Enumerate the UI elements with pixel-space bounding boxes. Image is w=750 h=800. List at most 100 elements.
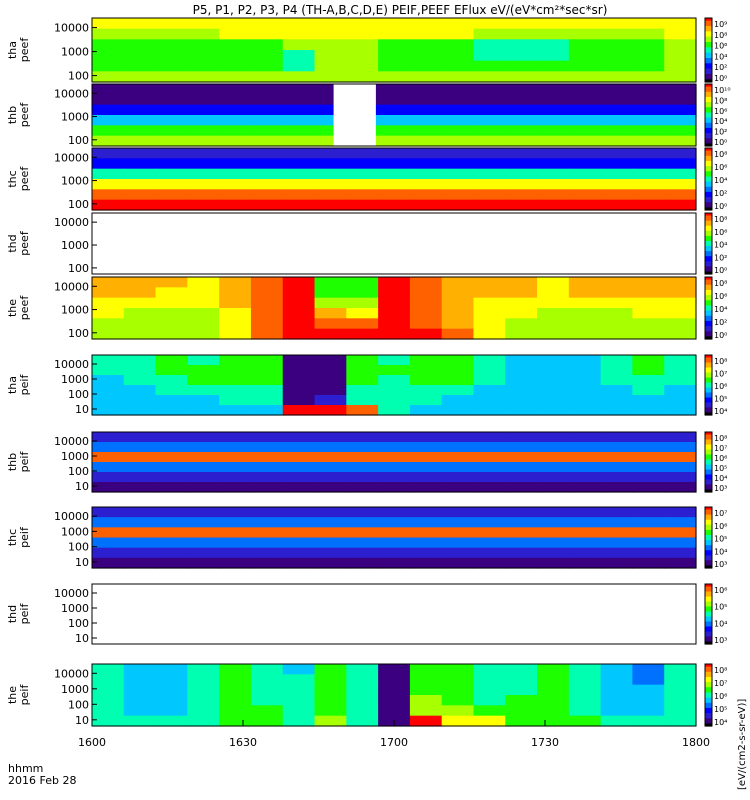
heatmap-cell (346, 695, 379, 706)
heatmap-cell (123, 537, 157, 549)
colorbar-segment (705, 76, 712, 80)
heatmap-cell (155, 472, 188, 483)
heatmap-cell (409, 50, 443, 62)
heatmap-cell (346, 442, 379, 453)
heatmap-cell (664, 308, 697, 319)
heatmap-cell (441, 277, 475, 288)
colorbar-segment (705, 715, 712, 719)
heatmap-cell (600, 557, 634, 569)
colorbar-segment (705, 664, 712, 668)
heatmap-cell (632, 71, 665, 83)
heatmap-cell (505, 50, 538, 62)
heatmap-cell (219, 355, 252, 366)
colorbar-tick-label: 10⁶ (714, 692, 727, 701)
heatmap-cell (378, 135, 411, 147)
heatmap-cell (632, 179, 665, 190)
heatmap-cell (441, 547, 475, 559)
y-tick-label: 100 (68, 698, 89, 711)
heatmap-cell (600, 442, 634, 453)
heatmap-cell (187, 462, 220, 473)
heatmap-cell (568, 71, 602, 83)
heatmap-cell (346, 537, 379, 549)
colorbar-segment (705, 591, 712, 595)
heatmap-cell (568, 462, 602, 473)
heatmap-cell (92, 472, 125, 483)
heatmap-cell (409, 287, 443, 299)
heatmap-cell (123, 308, 157, 319)
heatmap-cell (187, 715, 220, 727)
heatmap-cell (632, 684, 665, 696)
heatmap-cell (282, 557, 316, 569)
heatmap-cell (664, 84, 697, 95)
heatmap-cell (92, 517, 125, 528)
colorbar-segment (705, 320, 712, 325)
heatmap-cell (378, 462, 411, 473)
colorbar-segment (705, 66, 712, 70)
colorbar-tick-label: 10⁶ (714, 454, 727, 463)
heatmap-cell (155, 365, 188, 376)
colorbar-segment (705, 230, 712, 234)
heatmap-cell (473, 517, 506, 528)
heatmap-cell (473, 189, 506, 201)
colorbar-segment (705, 258, 712, 262)
heatmap-cell (441, 28, 475, 40)
colorbar-segment (705, 176, 712, 180)
heatmap-cell (505, 158, 538, 170)
colorbar-segment (705, 253, 712, 257)
colorbar-segment (705, 402, 712, 406)
heatmap-cell (346, 158, 379, 170)
colorbar-segment (705, 454, 712, 458)
heatmap-cell (314, 705, 347, 717)
heatmap-cell (441, 405, 475, 416)
heatmap-cell (123, 385, 157, 396)
heatmap-cell (568, 365, 602, 376)
heatmap-cell (600, 318, 634, 330)
heatmap-cell (600, 527, 634, 539)
y-tick-label: 100 (68, 198, 89, 211)
colorbar-segment (705, 125, 712, 129)
heatmap-cell (155, 395, 188, 406)
heatmap-cell (632, 695, 665, 706)
colorbar-segment (705, 122, 712, 126)
colorbar-segment (705, 482, 712, 486)
heatmap-cell (219, 517, 252, 528)
colorbar-segment (705, 215, 712, 219)
heatmap-cell (409, 148, 443, 159)
colorbar-segment (705, 133, 712, 137)
colorbar-frame (704, 506, 713, 569)
colorbar-segment (705, 287, 712, 291)
heatmap-cell (409, 405, 443, 416)
colorbar-segment (705, 277, 712, 281)
heatmap-cell (282, 432, 316, 443)
heatmap-cell (505, 84, 538, 95)
heatmap-cell (282, 375, 316, 386)
heatmap-cell (600, 277, 634, 288)
heatmap-cell (92, 115, 125, 126)
heatmap-cell (600, 507, 634, 518)
heatmap-cell (123, 674, 157, 686)
heatmap-cell (632, 355, 665, 366)
heatmap-cell (505, 28, 538, 40)
heatmap-cell (473, 277, 506, 288)
heatmap-cell (123, 482, 157, 493)
colorbar-segment (705, 50, 712, 54)
heatmap-cell (568, 189, 602, 201)
heatmap-cell (123, 199, 157, 211)
heatmap-cell (314, 125, 347, 137)
heatmap-cell (155, 517, 188, 528)
heatmap-cell (187, 557, 220, 569)
heatmap-cell (314, 355, 347, 366)
heatmap-cell (600, 405, 634, 416)
heatmap-cell (219, 94, 252, 106)
heatmap-cell (187, 135, 220, 147)
heatmap-cell (250, 705, 284, 717)
colorbar-segment (705, 606, 712, 610)
heatmap-cell (600, 328, 634, 340)
heatmap-cell (473, 355, 506, 366)
colorbar-tick-label: 10⁵ (714, 705, 727, 714)
colorbar-segment (705, 153, 712, 157)
colorbar-segment (705, 382, 712, 386)
colorbar-segment (705, 377, 712, 381)
colorbar-segment (705, 52, 712, 56)
heatmap-cell (664, 168, 697, 180)
